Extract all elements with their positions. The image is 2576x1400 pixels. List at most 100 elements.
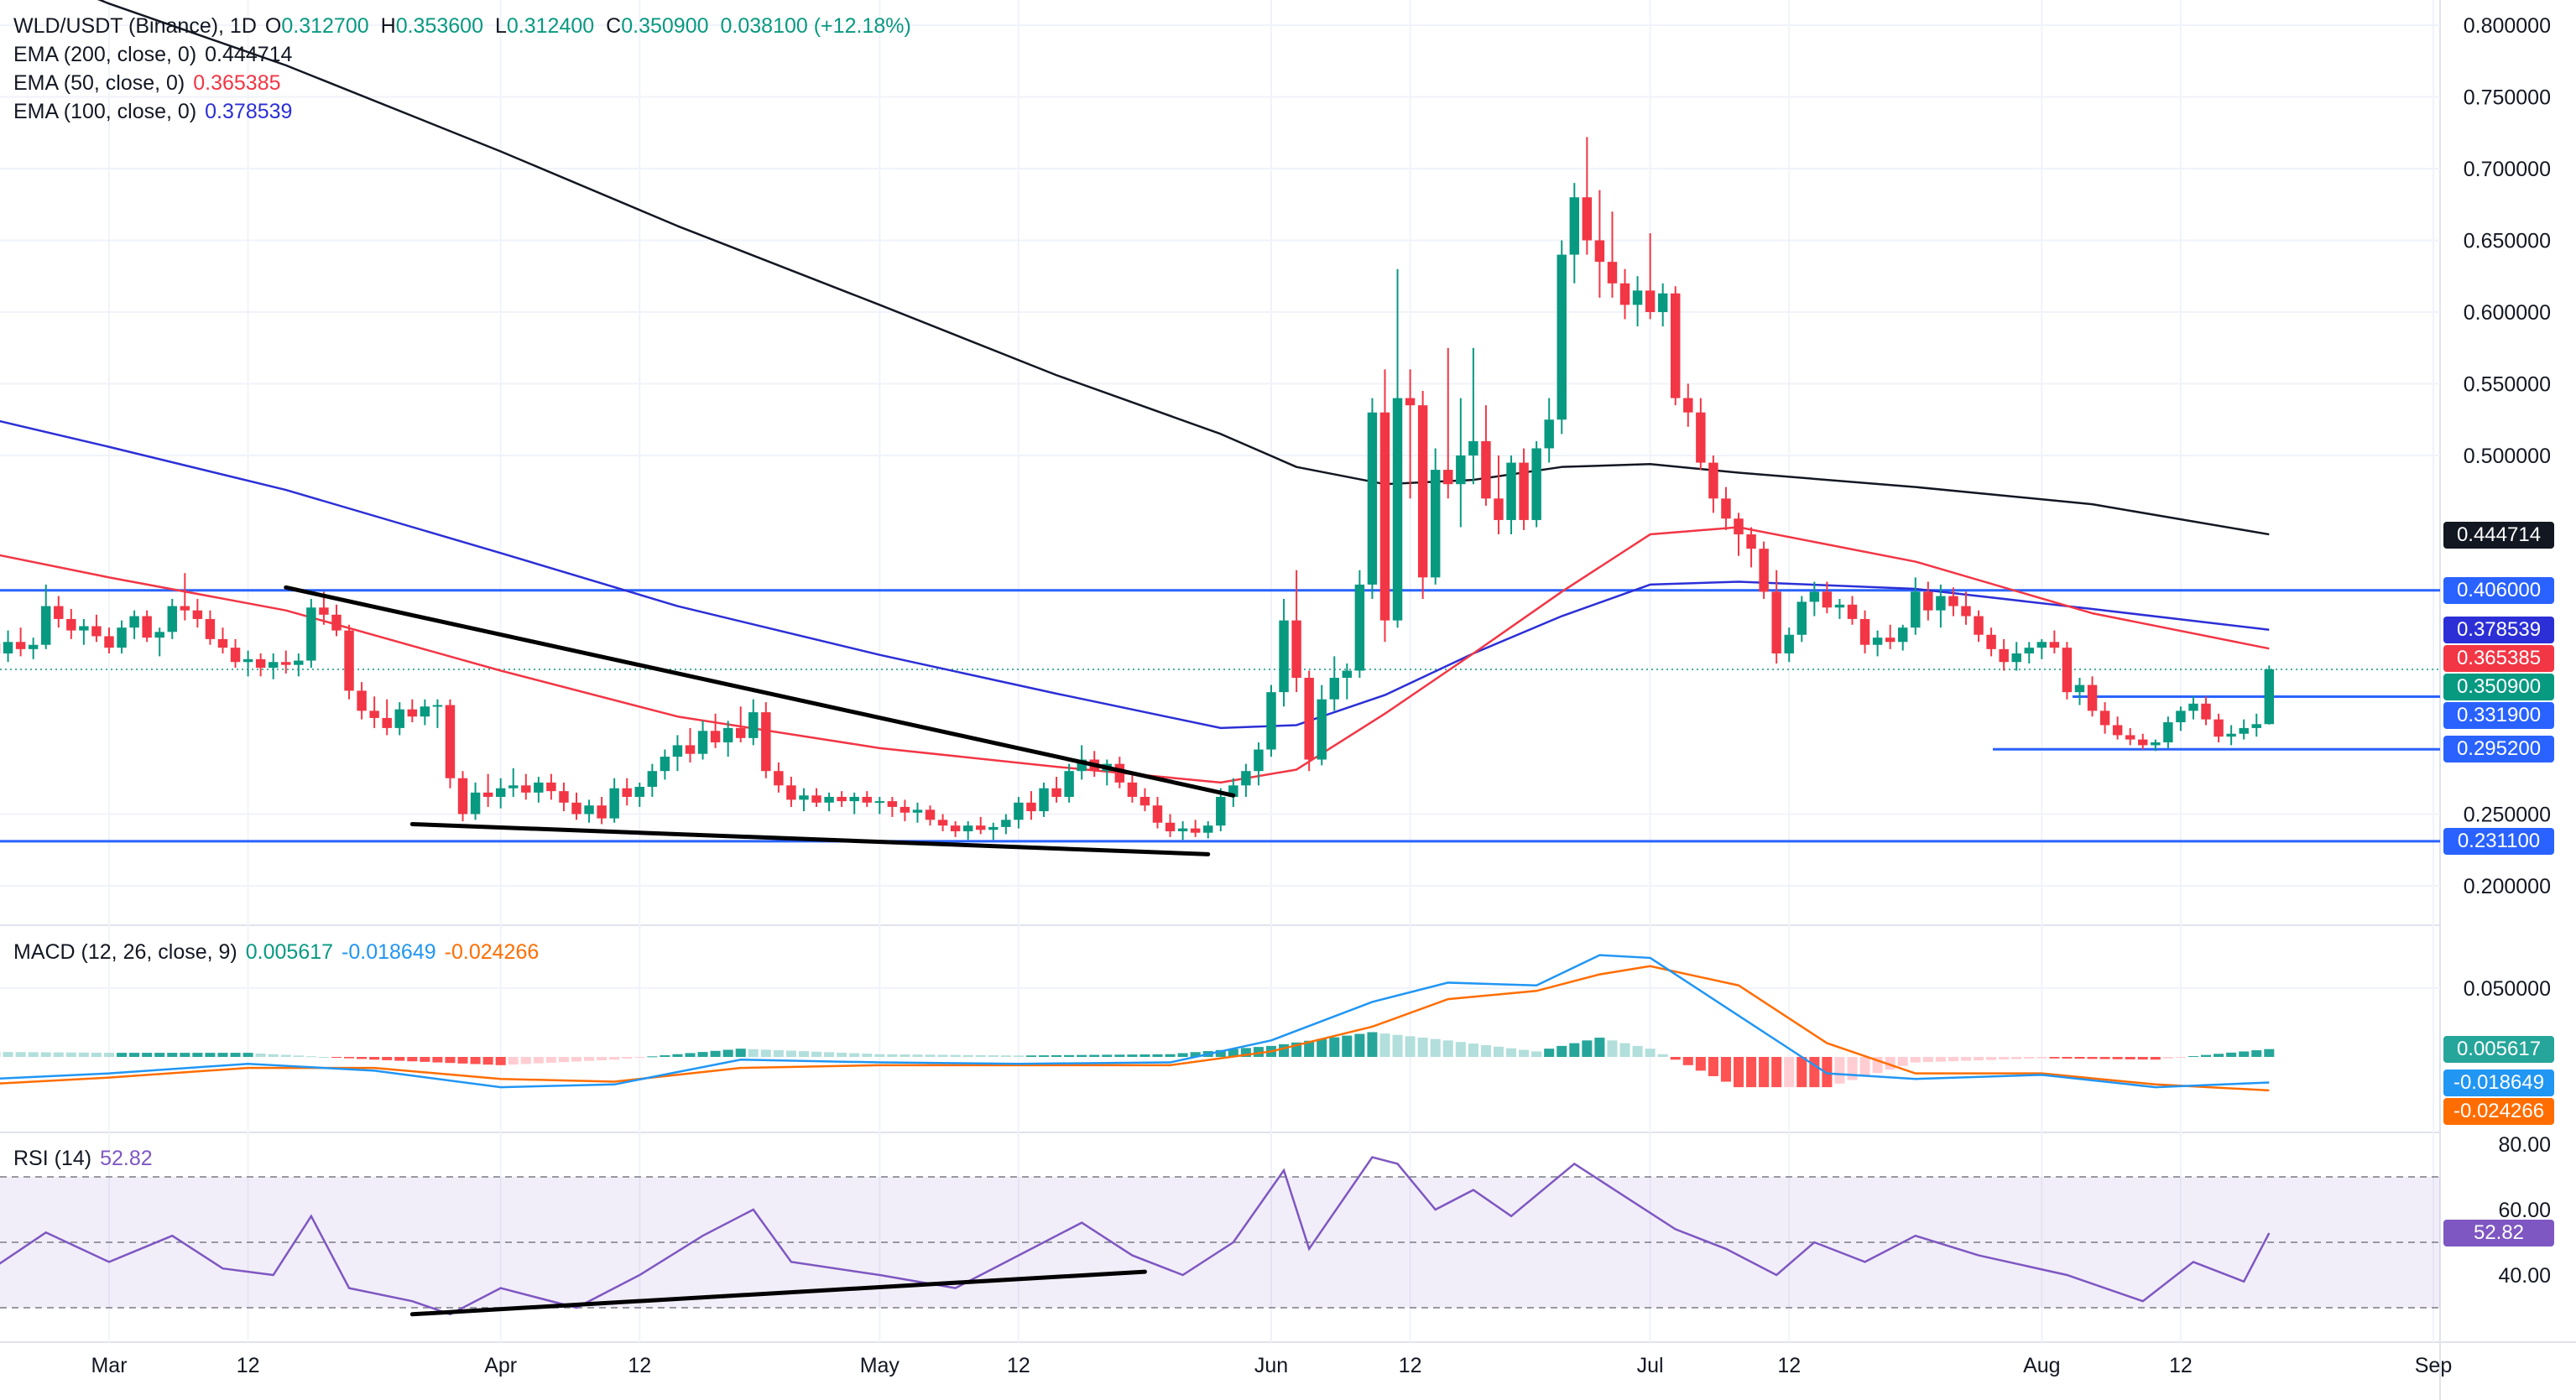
price-tick-label: 0.200000 xyxy=(2464,875,2551,898)
candle-body xyxy=(1582,197,1593,241)
symbol-label[interactable]: WLD/USDT (Binance), 1D xyxy=(13,14,257,38)
ema200-legend[interactable]: EMA (200, close, 0) 0.444714 xyxy=(13,40,300,69)
ema200-label: EMA (200, close, 0) xyxy=(13,43,197,66)
macd-histogram-bar xyxy=(2201,1054,2212,1057)
macd-histogram-bar xyxy=(824,1052,835,1057)
macd-histogram-bar xyxy=(2049,1057,2060,1059)
candle-body xyxy=(2188,703,2198,711)
candle xyxy=(1961,591,1971,625)
macd-histogram-bar xyxy=(1177,1053,1188,1057)
macd-histogram-bar xyxy=(1442,1040,1453,1057)
price-tick-label: 0.800000 xyxy=(2464,14,2551,38)
macd-histogram-bar xyxy=(660,1055,670,1057)
candle xyxy=(242,650,253,677)
rsi-pane xyxy=(0,1156,2440,1316)
macd-histogram-bar xyxy=(305,1056,316,1058)
candle-body xyxy=(1354,584,1365,671)
macd-histogram-bar xyxy=(65,1052,76,1057)
candle xyxy=(1456,398,1466,528)
candle-body xyxy=(1064,771,1074,797)
candle-body xyxy=(1544,419,1554,449)
candle xyxy=(1127,773,1138,803)
candle-body xyxy=(1190,828,1201,833)
candle xyxy=(2226,725,2236,746)
ema50-legend[interactable]: EMA (50, close, 0) 0.365385 xyxy=(13,69,289,97)
open-label: O xyxy=(264,14,282,38)
candle-body xyxy=(28,644,39,649)
macd-histogram-bar xyxy=(811,1051,822,1057)
macd-histogram-bar xyxy=(91,1052,102,1057)
candle-body xyxy=(205,618,216,639)
ema-lines xyxy=(0,0,2270,784)
candle xyxy=(268,653,279,679)
macd-histogram-bar xyxy=(1695,1057,1706,1071)
macd-histogram-bar xyxy=(1960,1057,1972,1061)
macd-histogram-bar xyxy=(1077,1054,1087,1057)
candle-body xyxy=(1228,785,1238,797)
candle-body xyxy=(1721,498,1731,519)
candle xyxy=(1759,541,1769,599)
candle xyxy=(962,821,973,841)
candle xyxy=(255,653,266,677)
candle xyxy=(1847,596,1858,625)
macd-histogram-bar xyxy=(2239,1051,2250,1057)
candle xyxy=(546,773,556,800)
candle-body xyxy=(1531,448,1541,520)
macd-histogram-bar xyxy=(748,1049,759,1057)
macd-histogram-bar xyxy=(1329,1037,1340,1057)
candle xyxy=(2239,719,2249,740)
candle xyxy=(344,624,354,700)
candle xyxy=(2138,733,2148,750)
trendline-drawings[interactable] xyxy=(284,585,1236,1317)
candle-body xyxy=(609,788,619,819)
macd-histogram-bar xyxy=(432,1057,443,1063)
macd-histogram-bar xyxy=(558,1057,569,1063)
candle xyxy=(597,796,607,825)
macd-pane xyxy=(0,954,2275,1092)
candle-body xyxy=(1911,591,1921,628)
candle xyxy=(1392,268,1403,628)
macd-histogram-bar xyxy=(1746,1057,1757,1088)
candle xyxy=(748,699,759,746)
candle xyxy=(66,608,76,639)
macd-histogram-bar xyxy=(1392,1034,1403,1057)
macd-histogram-bar xyxy=(1468,1043,1478,1057)
macd-histogram-bar xyxy=(1720,1057,1731,1082)
macd-histogram-bar xyxy=(205,1053,216,1057)
candle xyxy=(2049,630,2060,653)
candle xyxy=(521,773,531,800)
candle-body xyxy=(1645,290,1656,312)
candle xyxy=(1771,570,1781,664)
price-tick-label: 0.500000 xyxy=(2464,445,2551,468)
time-tick-label: Jun xyxy=(1254,1354,1288,1377)
candle xyxy=(1897,624,1908,651)
macd-histogram-bar xyxy=(2011,1057,2022,1059)
macd-legend[interactable]: MACD (12, 26, close, 9) 0.005617 -0.018649… xyxy=(13,938,547,966)
macd-histogram-bar xyxy=(2175,1057,2186,1058)
candle-body xyxy=(887,801,898,807)
macd-histogram-bar xyxy=(117,1053,128,1057)
candle xyxy=(394,702,404,736)
rsi-legend[interactable]: RSI (14) 52.82 xyxy=(13,1144,161,1173)
candle-body xyxy=(1216,796,1226,826)
ema100-legend[interactable]: EMA (100, close, 0) 0.378539 xyxy=(13,97,300,126)
macd-histogram-bar xyxy=(2112,1057,2123,1059)
candle-body xyxy=(1696,412,1706,463)
candle xyxy=(1746,527,1756,568)
macd-histogram-bar xyxy=(1480,1044,1491,1057)
macd-histogram-bar xyxy=(457,1057,468,1064)
candle-body xyxy=(2163,722,2173,742)
candle xyxy=(1481,405,1491,506)
macd-histogram-bar xyxy=(2099,1057,2110,1059)
candle xyxy=(306,599,316,669)
macd-histogram-bar xyxy=(268,1054,279,1057)
horizontal-levels[interactable] xyxy=(0,589,2440,843)
candle-body xyxy=(1671,293,1681,398)
macd-histogram-bar xyxy=(2188,1056,2198,1058)
candle-body xyxy=(672,745,683,757)
candle xyxy=(54,596,64,628)
macd-label: MACD (12, 26, close, 9) xyxy=(13,940,237,964)
candle-body xyxy=(1304,678,1314,760)
macd-histogram-bar xyxy=(1986,1057,1997,1060)
